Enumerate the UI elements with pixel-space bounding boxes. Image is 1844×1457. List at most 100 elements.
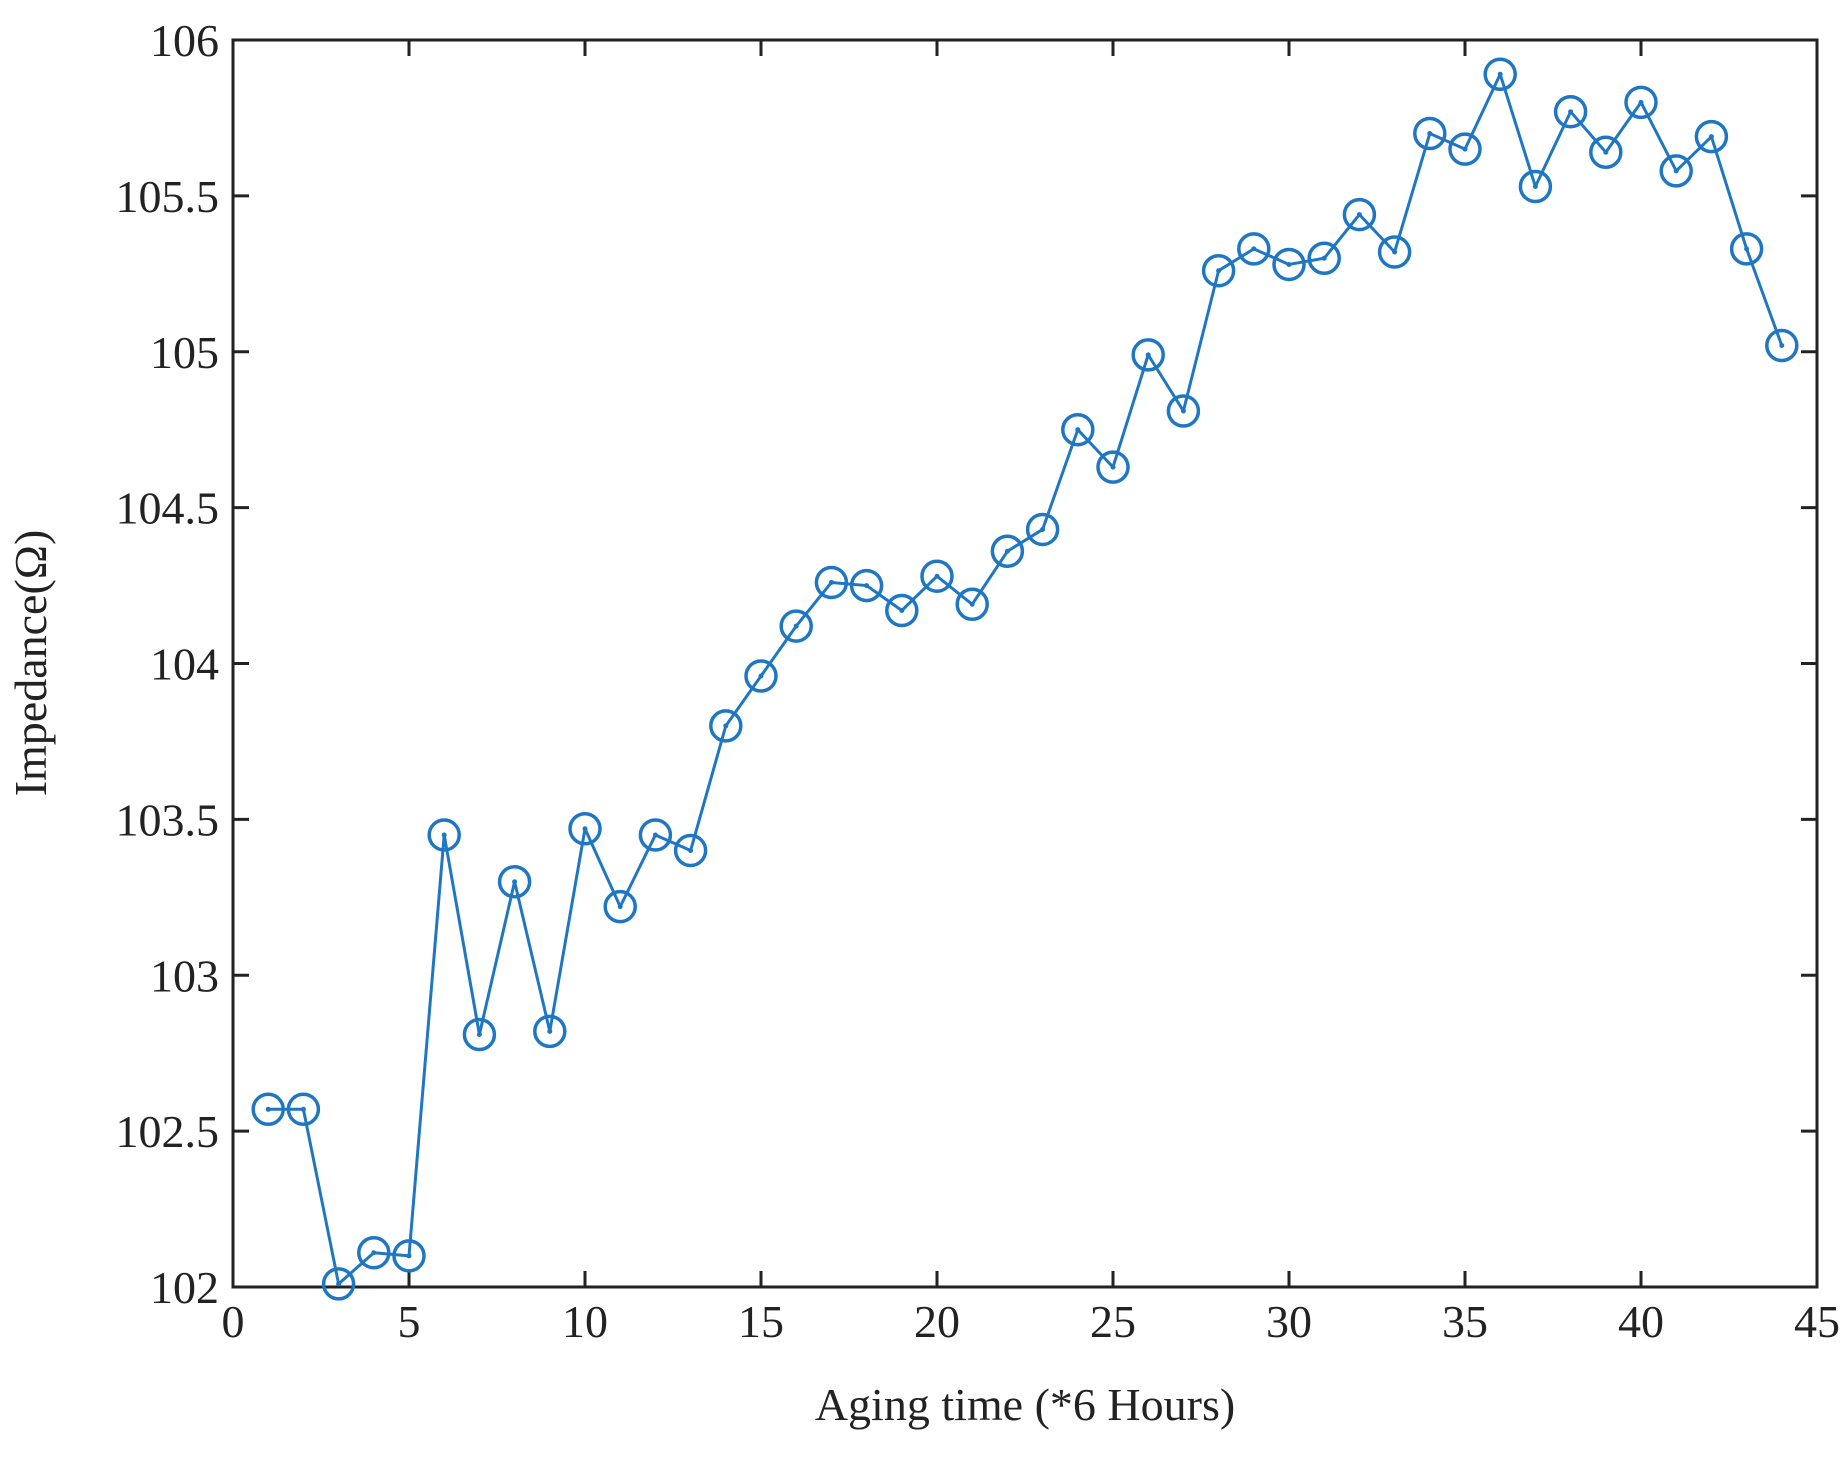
- data-point-dot: [1286, 261, 1292, 267]
- y-tick-label: 106: [150, 15, 219, 66]
- y-tick-label: 103.5: [116, 794, 220, 845]
- data-point-marker: [427, 818, 461, 852]
- data-point-marker: [1589, 135, 1623, 169]
- data-point-dot: [476, 1031, 482, 1037]
- data-point-marker: [744, 659, 778, 693]
- data-point-marker: [568, 811, 602, 846]
- data-point-dot: [652, 832, 658, 838]
- data-point-dot: [1568, 109, 1574, 115]
- data-point-dot: [864, 583, 870, 589]
- data-point-marker: [1272, 247, 1306, 282]
- data-point-marker: [920, 559, 954, 593]
- data-point-marker: [990, 534, 1025, 569]
- data-point-marker: [497, 864, 532, 899]
- data-point-marker: [1131, 338, 1165, 372]
- data-point-dot: [1180, 408, 1186, 414]
- plot-area: [231, 38, 1819, 1289]
- data-point-dot: [371, 1250, 377, 1256]
- data-point-marker: [1765, 328, 1799, 363]
- data-point-dot: [547, 1028, 553, 1034]
- data-point-marker: [1553, 94, 1588, 129]
- data-point-dot: [1392, 249, 1398, 255]
- data-point-marker: [1166, 394, 1201, 428]
- x-tick-label: 0: [222, 1296, 245, 1347]
- data-point-dot: [758, 673, 764, 679]
- data-point-dot: [1004, 548, 1010, 554]
- data-point-dot: [1216, 268, 1222, 274]
- data-point-marker: [1659, 154, 1693, 188]
- data-point-dot: [512, 879, 518, 885]
- data-point-dot: [899, 608, 905, 614]
- data-point-dot: [1145, 352, 1151, 358]
- x-tick-label: 5: [398, 1296, 421, 1347]
- data-point-dot: [300, 1106, 306, 1112]
- data-point-marker: [779, 609, 813, 643]
- data-point-dot: [1427, 131, 1433, 137]
- data-point-dot: [582, 826, 588, 832]
- x-tick-label: 25: [1090, 1296, 1136, 1347]
- x-tick-label: 30: [1266, 1296, 1312, 1347]
- x-tick-label: 20: [914, 1296, 960, 1347]
- data-point-dot: [1673, 168, 1679, 174]
- data-point-marker: [1483, 57, 1517, 92]
- data-point-marker: [1448, 132, 1482, 166]
- data-point-marker: [673, 833, 708, 868]
- data-point-dot: [1251, 246, 1257, 252]
- data-point-marker: [251, 1092, 285, 1127]
- data-point-dot: [723, 723, 729, 729]
- y-axis-ticks: 102 102.5 103 103.5 104 104.5 105 105.5 106: [116, 15, 1817, 1313]
- y-tick-label: 103: [150, 950, 219, 1001]
- data-point-marker: [1729, 232, 1764, 266]
- data-point-marker: [1201, 253, 1236, 288]
- data-point-marker: [1237, 232, 1271, 266]
- data-point-dot: [828, 579, 834, 585]
- y-axis-title: Impedance(Ω): [5, 530, 56, 797]
- data-point-dot: [1075, 427, 1081, 433]
- data-point-dot: [617, 904, 623, 910]
- data-point-dot: [1462, 146, 1468, 152]
- data-point-dot: [1638, 99, 1644, 105]
- data-point-marker: [1025, 512, 1060, 547]
- data-point-dot: [441, 832, 447, 838]
- x-axis-title: Aging time (*6 Hours): [815, 1379, 1235, 1430]
- data-point-marker: [1377, 235, 1412, 269]
- series-line: [268, 72, 1784, 1286]
- data-point-dot: [1497, 71, 1503, 77]
- data-point-dot: [336, 1281, 342, 1287]
- x-axis-ticks: 0 5 10 15 20 25 30 35 40 45: [222, 40, 1840, 1347]
- data-point-marker: [321, 1267, 356, 1301]
- data-point-dot: [1603, 149, 1609, 155]
- data-point-dot: [1779, 343, 1785, 349]
- data-point-dot: [934, 573, 940, 579]
- data-point-dot: [1744, 246, 1750, 252]
- data-point-dot: [406, 1253, 412, 1259]
- data-point-marker: [955, 587, 989, 622]
- y-tick-label: 105.5: [116, 171, 220, 222]
- y-tick-label: 104: [150, 639, 219, 690]
- data-point-dot: [793, 623, 799, 629]
- data-point-marker: [603, 889, 637, 924]
- x-tick-label: 10: [562, 1296, 608, 1347]
- data-point-marker: [1694, 119, 1729, 154]
- x-tick-label: 35: [1442, 1296, 1488, 1347]
- data-point-marker: [1342, 197, 1377, 232]
- data-point-marker: [814, 565, 849, 600]
- data-point-dot: [1110, 464, 1116, 470]
- data-point-marker: [392, 1239, 426, 1273]
- data-point-dot: [1708, 134, 1714, 140]
- x-tick-label: 45: [1794, 1296, 1840, 1347]
- data-point-dot: [1356, 212, 1362, 218]
- data-point-dot: [1040, 526, 1046, 532]
- data-point-marker: [1061, 412, 1095, 447]
- y-tick-label: 102: [150, 1262, 219, 1313]
- x-tick-label: 15: [738, 1296, 784, 1347]
- data-point-dot: [265, 1106, 271, 1112]
- data-point-dot: [969, 601, 975, 607]
- y-tick-label: 104.5: [116, 483, 220, 534]
- data-point-marker: [849, 568, 884, 603]
- data-point-dot: [1321, 255, 1327, 261]
- data-point-marker: [1096, 450, 1130, 484]
- data-point-dot: [688, 848, 694, 854]
